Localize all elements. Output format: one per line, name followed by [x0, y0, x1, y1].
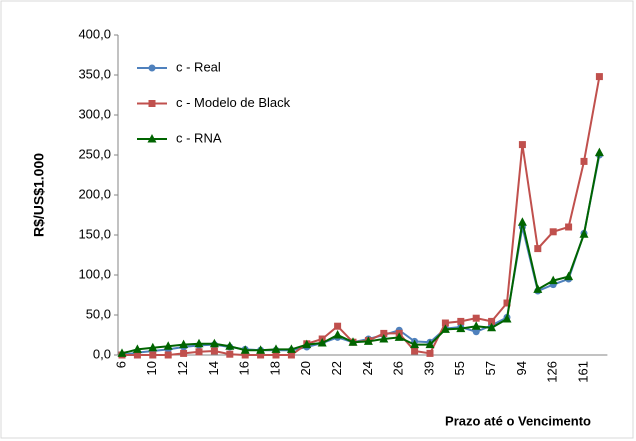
data-point: [117, 348, 127, 357]
x-tick-label: 161: [575, 361, 590, 383]
data-point: [209, 338, 219, 348]
y-tick-label: 150,0: [78, 226, 111, 241]
data-point: [580, 157, 588, 165]
x-tick-label: 126: [545, 361, 560, 383]
y-axis-title: R$/US$1.000: [31, 153, 47, 237]
data-point: [441, 319, 449, 327]
data-point: [379, 334, 389, 343]
data-point: [594, 147, 604, 157]
y-tick-label: 250,0: [78, 146, 111, 161]
data-point: [595, 73, 603, 81]
x-tick-label: 12: [175, 361, 190, 375]
data-point: [225, 341, 235, 350]
data-point: [472, 314, 480, 322]
data-point: [517, 217, 527, 226]
data-point: [180, 349, 188, 357]
data-point: [363, 336, 373, 345]
data-point: [457, 317, 465, 325]
data-point: [272, 351, 280, 359]
data-point: [534, 245, 542, 253]
x-tick-label: 16: [237, 361, 252, 375]
x-tick-label: 94: [514, 361, 529, 375]
data-point: [132, 344, 142, 353]
data-point: [548, 275, 558, 285]
data-point: [471, 321, 481, 330]
data-point: [456, 323, 466, 333]
data-point: [194, 338, 204, 348]
data-point: [195, 348, 203, 356]
data-point: [287, 351, 295, 359]
y-tick-label: 350,0: [78, 66, 111, 81]
data-point: [149, 351, 157, 359]
x-tick-label: 18: [267, 361, 282, 375]
y-tick-label: 400,0: [78, 26, 111, 41]
data-point: [164, 351, 172, 359]
data-point: [257, 351, 265, 359]
x-tick-label: 10: [144, 361, 159, 375]
data-point: [488, 317, 496, 325]
data-point: [533, 284, 543, 293]
data-point: [440, 324, 450, 333]
data-point: [226, 350, 234, 358]
data-point: [394, 332, 404, 341]
legend-label: c - Modelo de Black: [176, 95, 291, 110]
data-point: [286, 344, 296, 353]
data-point: [317, 338, 327, 347]
data-point: [410, 339, 420, 349]
x-tick-label: 55: [452, 361, 467, 375]
data-point: [148, 342, 158, 352]
data-point: [579, 229, 589, 238]
legend-label: c - RNA: [176, 130, 222, 145]
x-tick-label: 57: [483, 361, 498, 375]
data-point: [565, 223, 573, 231]
data-point: [241, 351, 249, 359]
legend-marker: [148, 100, 156, 107]
x-axis-title: Prazo até o Vencimento: [445, 413, 591, 428]
data-point: [380, 329, 388, 337]
y-tick-label: 100,0: [78, 266, 111, 281]
x-tick-label: 24: [360, 361, 375, 375]
y-tick-label: 50,0: [86, 306, 111, 321]
data-point: [411, 347, 419, 355]
data-point: [334, 322, 342, 330]
legend-label: c - Real: [176, 59, 221, 74]
x-tick-label: 14: [206, 361, 221, 375]
data-point: [333, 330, 343, 339]
legend-marker: [148, 64, 156, 72]
x-tick-label: 22: [329, 361, 344, 375]
y-tick-label: 200,0: [78, 186, 111, 201]
data-point: [133, 351, 141, 359]
legend-marker: [147, 134, 157, 143]
x-tick-label: 20: [298, 361, 313, 375]
data-point: [256, 345, 266, 354]
data-point: [426, 349, 434, 357]
data-point: [503, 299, 511, 307]
x-tick-label: 6: [113, 361, 128, 368]
data-point: [348, 337, 358, 346]
x-tick-label: 39: [421, 361, 436, 375]
data-point: [163, 341, 173, 350]
data-point: [518, 141, 526, 149]
data-point: [549, 228, 557, 236]
data-point: [210, 347, 218, 355]
data-point: [425, 339, 435, 349]
data-point: [271, 344, 281, 353]
data-point: [302, 339, 312, 349]
data-point: [502, 314, 512, 323]
y-tick-label: 0,0: [93, 346, 111, 361]
x-tick-label: 26: [391, 361, 406, 375]
data-point: [564, 271, 574, 281]
data-point: [487, 322, 497, 332]
data-point: [240, 345, 250, 354]
data-point: [472, 328, 480, 336]
y-tick-label: 300,0: [78, 106, 111, 121]
data-point: [179, 339, 189, 349]
